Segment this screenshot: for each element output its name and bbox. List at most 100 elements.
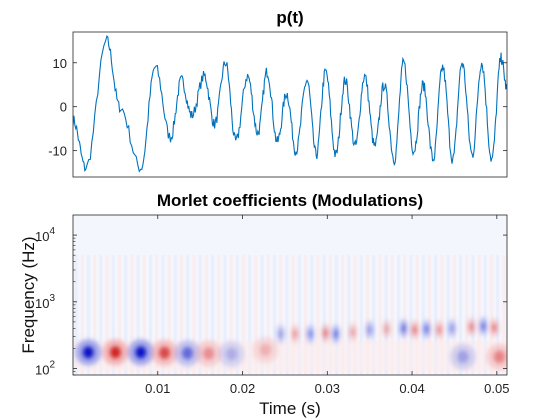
bottom-plot-frame xyxy=(72,214,508,376)
bottom-plot-x-axis: 0.01 0.02 0.03 0.04 0.05 xyxy=(145,215,509,396)
heatmap-streak xyxy=(86,255,91,375)
heatmap-streak xyxy=(384,255,388,375)
heatmap-streak xyxy=(440,255,444,375)
heatmap-blob xyxy=(469,322,474,332)
bottom-y-tick-exponent: 3 xyxy=(49,293,55,304)
top-plot: p(t) 10 0 -10 xyxy=(48,8,508,178)
top-y-tick-label: 0 xyxy=(60,100,67,115)
bottom-y-tick-label: 102 xyxy=(35,360,55,378)
heatmap-streak xyxy=(111,255,115,375)
heatmap-streak xyxy=(421,255,425,375)
heatmap-streak xyxy=(403,255,407,375)
bottom-x-tick-label: 0.02 xyxy=(230,381,255,396)
bottom-y-tick-label: 104 xyxy=(35,226,55,244)
heatmap-blob xyxy=(158,346,171,360)
heatmap-blob xyxy=(492,322,497,333)
heatmap-blob xyxy=(456,350,469,364)
heatmap-streak xyxy=(198,255,202,375)
heatmap-streak xyxy=(210,255,215,375)
heatmap-streak xyxy=(167,255,171,375)
top-plot-title: p(t) xyxy=(276,8,303,27)
heatmap-streak xyxy=(322,255,326,375)
heatmap-blob xyxy=(412,325,417,335)
heatmap-streak xyxy=(316,255,320,375)
heatmap-streak xyxy=(477,255,481,375)
heatmap-streak xyxy=(465,255,469,375)
heatmap-streak xyxy=(130,255,134,375)
heatmap-streak xyxy=(496,255,500,375)
heatmap-streak xyxy=(124,255,128,375)
x-axis-label: Time (s) xyxy=(259,399,321,418)
heatmap-streak xyxy=(223,255,227,375)
bottom-plot: Morlet coefficients (Modulations) 102 103… xyxy=(19,191,509,418)
heatmap-streak xyxy=(502,255,506,375)
heatmap-streak xyxy=(229,255,233,375)
top-plot-area xyxy=(73,32,507,177)
heatmap-blob xyxy=(109,345,122,359)
heatmap-blob xyxy=(323,328,328,338)
heatmap-streak xyxy=(365,255,370,375)
heatmap-blob xyxy=(401,323,406,334)
heatmap-streak xyxy=(452,255,456,375)
heatmap-streak xyxy=(260,255,264,375)
heatmap-streak xyxy=(303,255,308,375)
bottom-plot-title: Morlet coefficients (Modulations) xyxy=(157,191,423,210)
heatmap-streak xyxy=(372,255,376,375)
heatmap-layer xyxy=(73,255,507,375)
heatmap-streak xyxy=(272,255,277,375)
heatmap-streak xyxy=(378,255,382,375)
heatmap-streak xyxy=(99,255,103,375)
heatmap-streak xyxy=(254,255,258,375)
heatmap-streak xyxy=(80,255,84,375)
heatmap-streak xyxy=(192,255,196,375)
heatmap-streak xyxy=(341,255,345,375)
heatmap-streak xyxy=(297,255,301,375)
heatmap-blob xyxy=(134,345,147,359)
heatmap-streak xyxy=(285,255,289,375)
bottom-y-tick-exponent: 2 xyxy=(49,360,55,371)
heatmap-blob xyxy=(449,323,455,334)
heatmap-blob xyxy=(259,343,272,357)
heatmap-streak xyxy=(136,255,140,375)
top-plot-frame xyxy=(72,31,508,178)
heatmap-blob xyxy=(481,321,486,332)
heatmap-streak xyxy=(241,255,246,375)
bottom-x-tick-label: 0.05 xyxy=(484,381,509,396)
bottom-x-tick-label: 0.01 xyxy=(145,381,170,396)
heatmap-streak xyxy=(409,255,413,375)
heatmap-streak xyxy=(179,255,184,375)
heatmap-streak xyxy=(279,255,283,375)
heatmap-streak xyxy=(155,255,159,375)
heatmap-blobs xyxy=(75,316,507,370)
heatmap-streak xyxy=(142,255,146,375)
heatmap-streak xyxy=(173,255,177,375)
heatmap-streak xyxy=(390,255,394,375)
heatmap-blob xyxy=(225,347,238,361)
heatmap-streak xyxy=(291,255,295,375)
bottom-y-tick-exponent: 4 xyxy=(49,226,55,237)
heatmap-streak xyxy=(427,255,432,375)
signal-line xyxy=(73,35,507,173)
heatmap-blob xyxy=(367,325,372,335)
heatmap-streak xyxy=(248,255,252,375)
y-axis-label: Frequency (Hz) xyxy=(19,236,38,353)
heatmap-blob xyxy=(308,329,313,339)
bottom-x-tick-label: 0.03 xyxy=(315,381,340,396)
heatmap-blob xyxy=(437,325,442,335)
heatmap-streak xyxy=(117,255,122,375)
heatmap-streak xyxy=(434,255,438,375)
heatmap-blob xyxy=(333,329,338,339)
heatmap-streak xyxy=(415,255,419,375)
heatmap-streak xyxy=(204,255,208,375)
heatmap-streak xyxy=(334,255,339,375)
heatmap-streak xyxy=(74,255,78,375)
heatmap-streak xyxy=(359,255,363,375)
bottom-y-tick-label: 103 xyxy=(35,293,55,311)
heatmap-streak xyxy=(235,255,239,375)
heatmap-blob xyxy=(202,346,215,361)
heatmap-streak xyxy=(105,255,109,375)
heatmap-streak xyxy=(483,255,487,375)
heatmap-streak xyxy=(446,255,450,375)
top-y-tick-label: 10 xyxy=(53,56,67,71)
